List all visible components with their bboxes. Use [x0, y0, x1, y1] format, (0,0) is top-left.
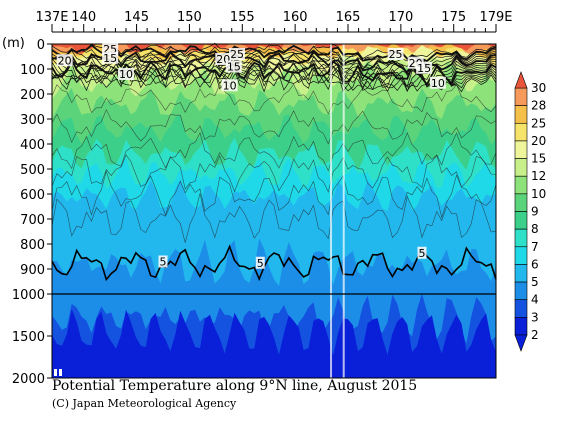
x-tick-label: 179E	[479, 10, 512, 25]
missing-data-strip	[330, 44, 333, 378]
colorbar-label: 28	[531, 99, 546, 113]
x-tick-label: 155	[230, 10, 255, 25]
colorbar-label: 30	[531, 81, 546, 95]
colorbar-segment	[514, 211, 528, 230]
colorbar-label: 5	[531, 275, 539, 289]
contour-label: 10	[431, 77, 445, 90]
contour-label: 10	[223, 79, 237, 92]
isotherm-line	[51, 109, 497, 145]
colorbar-label: 12	[531, 169, 546, 183]
contour-label: 20	[58, 54, 72, 67]
y-axis-unit-label: (m)	[2, 36, 25, 51]
contour-label-bg	[225, 60, 242, 73]
missing-data-block	[54, 369, 57, 376]
x-tick-label: 137E	[35, 10, 68, 25]
temperature-band	[52, 309, 496, 378]
colorbar-segment	[514, 228, 528, 248]
isotherm-line	[51, 83, 497, 115]
contour-label-bg	[158, 255, 168, 268]
contour-label-bg	[221, 79, 238, 92]
colorbar-segment	[514, 122, 528, 142]
y-tick-label: 100	[20, 63, 45, 78]
missing-data-strip	[342, 44, 345, 378]
contour-label-bg	[417, 246, 427, 259]
contour-label-bg	[387, 48, 404, 60]
contour-label: 5	[160, 256, 167, 269]
isotherm-line	[51, 154, 497, 193]
contour-label: 25	[230, 48, 244, 61]
colorbar-segment	[514, 140, 528, 159]
colorbar-label: 4	[531, 293, 539, 307]
colorbar-segment	[514, 175, 528, 195]
colorbar-label: 9	[531, 205, 539, 219]
colorbar-label: 25	[531, 116, 546, 130]
colorbar-segment	[514, 317, 528, 336]
y-tick-label: 300	[20, 113, 45, 128]
y-tick-label: 900	[20, 263, 45, 278]
isotherm-line	[51, 71, 497, 93]
plot-frame	[51, 43, 497, 379]
contour-label: 15	[417, 62, 431, 75]
contour-label: 15	[227, 61, 241, 74]
y-tick-label: 700	[20, 213, 45, 228]
isotherm-line	[51, 170, 497, 219]
y-tick-label: 800	[20, 238, 45, 253]
colorbar-label: 3	[531, 310, 539, 324]
colorbar-segment	[514, 281, 528, 301]
y-tick-label: 500	[20, 163, 45, 178]
x-tick-label: 140	[71, 10, 96, 25]
colorbar-segment	[514, 87, 528, 106]
contour-label-bg	[255, 256, 265, 269]
y-tick-label: 1000	[12, 288, 45, 303]
y-tick-label: 0	[37, 38, 45, 53]
colorbar-label: 2	[531, 328, 539, 342]
contour-label-bg	[102, 51, 119, 64]
contour-label-bg	[56, 54, 73, 67]
colorbar-label: 15	[531, 152, 546, 166]
colorbar-label: 10	[531, 187, 546, 201]
colorbar-segment	[514, 105, 528, 124]
chart-credit: (C) Japan Meteorological Agency	[52, 397, 237, 410]
contour-label: 25	[389, 48, 403, 61]
y-tick-label: 400	[20, 138, 45, 153]
contour-label: 5	[257, 257, 264, 270]
x-tick-label: 165	[336, 10, 361, 25]
chart-title: Potential Temperature along 9°N line, Au…	[52, 378, 418, 394]
colorbar-segment	[514, 158, 528, 177]
y-tick-label: 600	[20, 188, 45, 203]
contour-label-bg	[118, 68, 134, 80]
y-tick-label: 2000	[12, 372, 45, 387]
contour-label-bg	[229, 48, 245, 60]
x-tick-label: 175	[441, 10, 466, 25]
y-tick-label: 1500	[12, 330, 45, 345]
x-tick-label: 170	[388, 10, 413, 25]
x-tick-label: 150	[177, 10, 202, 25]
colorbar-bottom-arrow	[514, 334, 528, 352]
colorbar-segment	[514, 299, 528, 318]
colorbar-segment	[514, 193, 528, 212]
isotherm-line	[51, 193, 497, 243]
colorbar-segment	[514, 264, 528, 283]
colorbar-label: 8	[531, 222, 539, 236]
contour-label-bg	[429, 76, 446, 89]
colorbar-label: 20	[531, 134, 546, 148]
colorbar-top-arrow	[514, 71, 528, 89]
colorbar-segment	[514, 246, 528, 265]
contour-label-bg	[416, 61, 433, 74]
x-tick-label: 145	[124, 10, 149, 25]
x-tick-label: 160	[283, 10, 308, 25]
contour-label: 5	[419, 247, 426, 260]
contour-label: 15	[103, 52, 117, 65]
isotherm-line	[51, 131, 497, 172]
contour-label: 10	[119, 68, 133, 81]
missing-data-block	[59, 369, 62, 376]
colorbar-label: 6	[531, 257, 539, 271]
colorbar-label: 7	[531, 240, 539, 254]
y-tick-label: 200	[20, 88, 45, 103]
